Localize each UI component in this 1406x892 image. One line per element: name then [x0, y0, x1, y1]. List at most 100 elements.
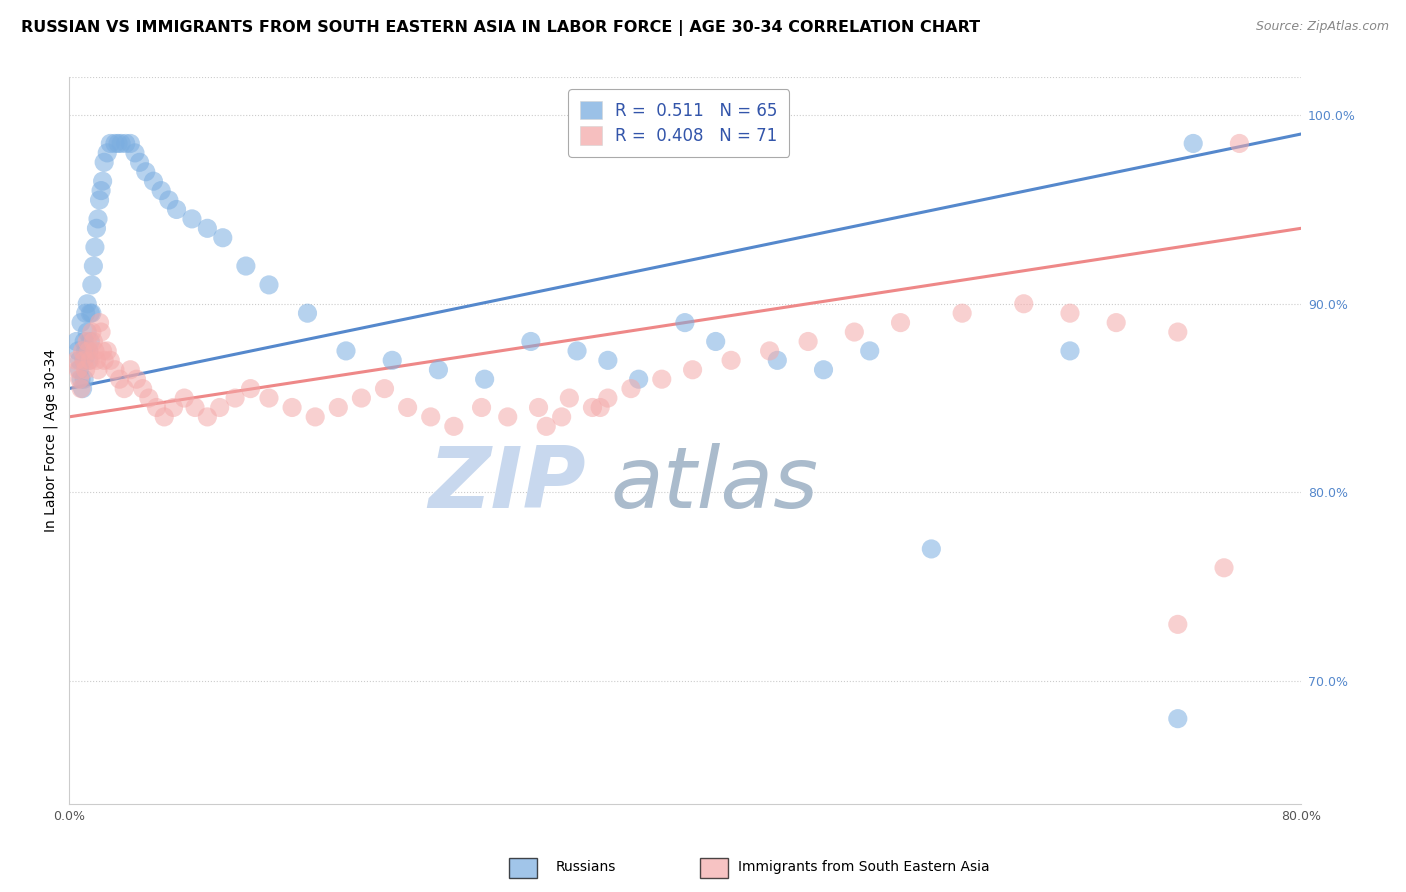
Point — [184, 401, 207, 415]
Point — [84, 240, 107, 254]
Point — [89, 316, 111, 330]
Point — [673, 316, 696, 330]
Point — [1059, 343, 1081, 358]
Point — [373, 382, 395, 396]
Point — [135, 165, 157, 179]
Point — [427, 363, 450, 377]
Point — [920, 541, 942, 556]
Point — [443, 419, 465, 434]
Point — [65, 334, 87, 349]
Point — [77, 353, 100, 368]
Point — [1012, 297, 1035, 311]
Point — [239, 382, 262, 396]
Point — [1105, 316, 1128, 330]
Point — [66, 363, 89, 377]
Point — [93, 353, 115, 368]
Point — [950, 306, 973, 320]
Y-axis label: In Labor Force | Age 30-34: In Labor Force | Age 30-34 — [44, 349, 58, 532]
Point — [195, 221, 218, 235]
Point — [208, 401, 231, 415]
Point — [704, 334, 727, 349]
Point — [596, 353, 619, 368]
Point — [181, 211, 204, 226]
Point — [104, 136, 127, 151]
Point — [79, 306, 101, 320]
Point — [257, 391, 280, 405]
Point — [1059, 306, 1081, 320]
Point — [91, 174, 114, 188]
Point — [211, 231, 233, 245]
Point — [70, 316, 93, 330]
Point — [550, 409, 572, 424]
Point — [651, 372, 673, 386]
Point — [142, 174, 165, 188]
Point — [153, 409, 176, 424]
Point — [75, 343, 97, 358]
Point — [474, 372, 496, 386]
Point — [145, 401, 167, 415]
Point — [120, 363, 142, 377]
Point — [589, 401, 612, 415]
Point — [114, 136, 136, 151]
Text: Source: ZipAtlas.com: Source: ZipAtlas.com — [1256, 20, 1389, 33]
Point — [69, 363, 91, 377]
Point — [87, 211, 110, 226]
Point — [682, 363, 704, 377]
Text: Russians: Russians — [555, 860, 616, 874]
Point — [520, 334, 543, 349]
Point — [75, 363, 97, 377]
Point — [73, 334, 96, 349]
Point — [66, 343, 89, 358]
Point — [76, 297, 98, 311]
Point — [527, 401, 550, 415]
Point — [98, 353, 121, 368]
Point — [120, 136, 142, 151]
Point — [335, 343, 357, 358]
Point — [1182, 136, 1205, 151]
Point — [844, 325, 866, 339]
Point — [84, 343, 107, 358]
Point — [381, 353, 404, 368]
Point — [766, 353, 789, 368]
Point — [79, 334, 101, 349]
Point — [77, 343, 100, 358]
Point — [138, 391, 160, 405]
Point — [72, 382, 94, 396]
Point — [70, 382, 93, 396]
Point — [77, 343, 100, 358]
Point — [80, 325, 103, 339]
Point — [235, 259, 257, 273]
Point — [536, 419, 558, 434]
Point — [91, 343, 114, 358]
Point — [627, 372, 650, 386]
Point — [328, 401, 350, 415]
Point — [73, 353, 96, 368]
Point — [87, 363, 110, 377]
Point — [1167, 325, 1189, 339]
Point — [797, 334, 820, 349]
Point — [1167, 617, 1189, 632]
Point — [124, 145, 146, 160]
Point — [112, 382, 135, 396]
Text: ZIP: ZIP — [429, 442, 586, 525]
Point — [86, 353, 108, 368]
Point — [89, 193, 111, 207]
Point — [1213, 561, 1236, 575]
Point — [125, 372, 148, 386]
Point — [82, 259, 104, 273]
Point — [496, 409, 519, 424]
Point — [73, 372, 96, 386]
Point — [166, 202, 188, 217]
Point — [565, 343, 588, 358]
Point — [70, 372, 93, 386]
Point — [758, 343, 780, 358]
Point — [396, 401, 419, 415]
Point — [80, 306, 103, 320]
Point — [1229, 136, 1251, 151]
Point — [86, 221, 108, 235]
Point — [720, 353, 742, 368]
Text: RUSSIAN VS IMMIGRANTS FROM SOUTH EASTERN ASIA IN LABOR FORCE | AGE 30-34 CORRELA: RUSSIAN VS IMMIGRANTS FROM SOUTH EASTERN… — [21, 20, 980, 36]
Point — [82, 334, 104, 349]
Point — [76, 325, 98, 339]
Point — [470, 401, 492, 415]
